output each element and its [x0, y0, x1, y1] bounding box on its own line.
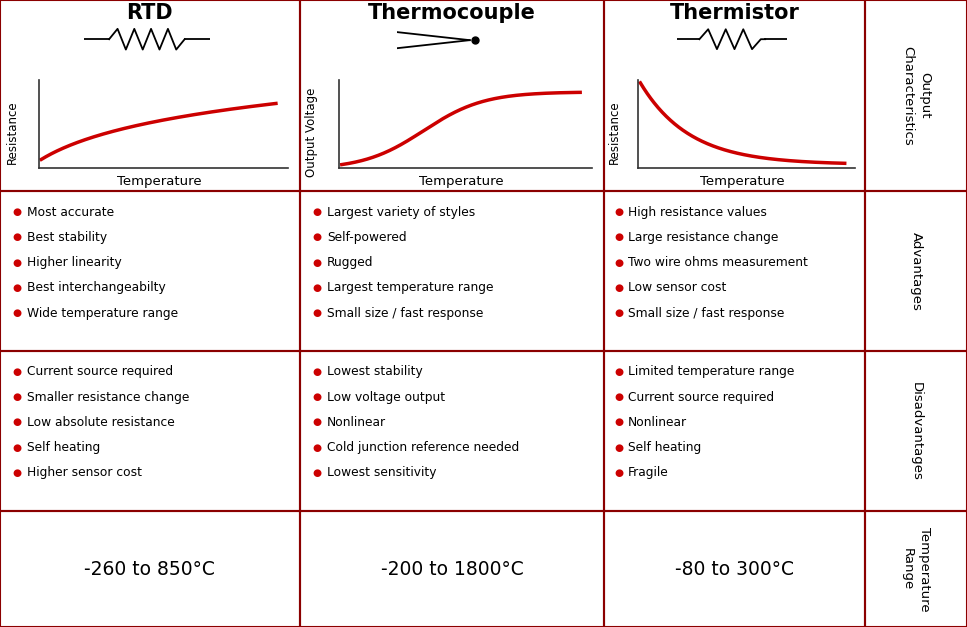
Text: Higher sensor cost: Higher sensor cost — [27, 466, 142, 480]
Text: ●: ● — [614, 418, 624, 428]
Text: ●: ● — [12, 468, 21, 478]
Text: Self heating: Self heating — [27, 441, 101, 454]
Text: ●: ● — [614, 283, 624, 293]
Text: Largest variety of styles: Largest variety of styles — [327, 206, 476, 219]
Text: ●: ● — [312, 283, 321, 293]
Text: ●: ● — [312, 258, 321, 268]
Text: ●: ● — [614, 443, 624, 453]
Text: ●: ● — [12, 258, 21, 268]
Text: Low absolute resistance: Low absolute resistance — [27, 416, 175, 429]
Text: Lowest sensitivity: Lowest sensitivity — [327, 466, 437, 480]
Text: RTD: RTD — [127, 3, 173, 23]
Text: Wide temperature range: Wide temperature range — [27, 307, 178, 320]
Text: Nonlinear: Nonlinear — [327, 416, 386, 429]
Text: -200 to 1800°C: -200 to 1800°C — [381, 559, 523, 579]
Text: ●: ● — [12, 367, 21, 377]
Text: ●: ● — [12, 283, 21, 293]
Text: ●: ● — [614, 468, 624, 478]
Text: Largest temperature range: Largest temperature range — [327, 282, 494, 294]
Text: Cold junction reference needed: Cold junction reference needed — [327, 441, 519, 454]
Text: Output
Characteristics: Output Characteristics — [901, 46, 931, 145]
Text: ●: ● — [614, 308, 624, 318]
Text: Best stability: Best stability — [27, 231, 107, 244]
Text: Self heating: Self heating — [628, 441, 701, 454]
Text: Small size / fast response: Small size / fast response — [327, 307, 484, 320]
Text: ●: ● — [312, 207, 321, 217]
Text: ●: ● — [12, 418, 21, 428]
Text: ●: ● — [312, 308, 321, 318]
Text: Large resistance change: Large resistance change — [628, 231, 778, 244]
Text: ●: ● — [12, 308, 21, 318]
Text: ●: ● — [312, 367, 321, 377]
Text: Most accurate: Most accurate — [27, 206, 114, 219]
Text: Fragile: Fragile — [628, 466, 668, 480]
Text: Temperature: Temperature — [700, 175, 785, 188]
Text: Temperature
Range: Temperature Range — [901, 527, 931, 611]
Text: Current source required: Current source required — [27, 366, 173, 379]
Text: ●: ● — [312, 418, 321, 428]
Text: ●: ● — [614, 207, 624, 217]
Text: Limited temperature range: Limited temperature range — [628, 366, 794, 379]
Text: Two wire ohms measurement: Two wire ohms measurement — [628, 256, 807, 269]
Text: -260 to 850°C: -260 to 850°C — [84, 559, 216, 579]
Text: ●: ● — [614, 258, 624, 268]
Text: Temperature: Temperature — [419, 175, 504, 188]
Text: Resistance: Resistance — [6, 100, 18, 164]
Text: Thermistor: Thermistor — [670, 3, 800, 23]
Text: ●: ● — [12, 232, 21, 242]
Text: Thermocouple: Thermocouple — [368, 3, 536, 23]
Text: Temperature: Temperature — [117, 175, 201, 188]
Text: ●: ● — [614, 392, 624, 402]
Text: -80 to 300°C: -80 to 300°C — [675, 559, 795, 579]
Text: Current source required: Current source required — [628, 391, 774, 404]
Text: Low voltage output: Low voltage output — [327, 391, 446, 404]
Text: Advantages: Advantages — [910, 232, 923, 310]
Text: ●: ● — [614, 367, 624, 377]
Text: Higher linearity: Higher linearity — [27, 256, 122, 269]
Text: ●: ● — [12, 443, 21, 453]
Text: ●: ● — [312, 392, 321, 402]
Text: ●: ● — [12, 392, 21, 402]
Text: Lowest stability: Lowest stability — [327, 366, 423, 379]
Text: Small size / fast response: Small size / fast response — [628, 307, 784, 320]
Text: ●: ● — [312, 443, 321, 453]
Text: Disadvantages: Disadvantages — [910, 382, 923, 480]
Text: Best interchangeabilty: Best interchangeabilty — [27, 282, 165, 294]
Text: ●: ● — [312, 468, 321, 478]
Text: Resistance: Resistance — [608, 100, 622, 164]
Text: Low sensor cost: Low sensor cost — [628, 282, 726, 294]
Text: ●: ● — [12, 207, 21, 217]
Text: Nonlinear: Nonlinear — [628, 416, 687, 429]
Text: ●: ● — [312, 232, 321, 242]
Text: ●: ● — [614, 232, 624, 242]
Text: Smaller resistance change: Smaller resistance change — [27, 391, 190, 404]
Text: Output Voltage: Output Voltage — [306, 87, 318, 177]
Text: Self-powered: Self-powered — [327, 231, 407, 244]
Text: Rugged: Rugged — [327, 256, 373, 269]
Text: High resistance values: High resistance values — [628, 206, 767, 219]
